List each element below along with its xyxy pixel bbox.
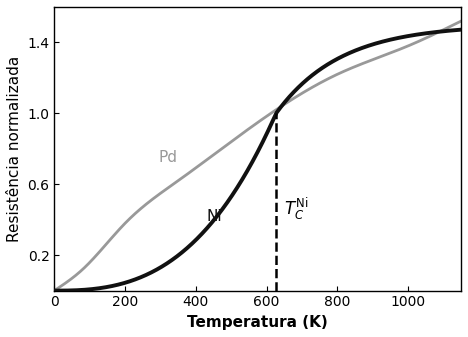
X-axis label: Temperatura (K): Temperatura (K) <box>187 315 328 330</box>
Text: Ni: Ni <box>206 209 222 224</box>
Y-axis label: Resistência normalizada: Resistência normalizada <box>7 56 22 242</box>
Text: Pd: Pd <box>159 150 178 165</box>
Text: $T_C^{\rm Ni}$: $T_C^{\rm Ni}$ <box>284 196 308 222</box>
